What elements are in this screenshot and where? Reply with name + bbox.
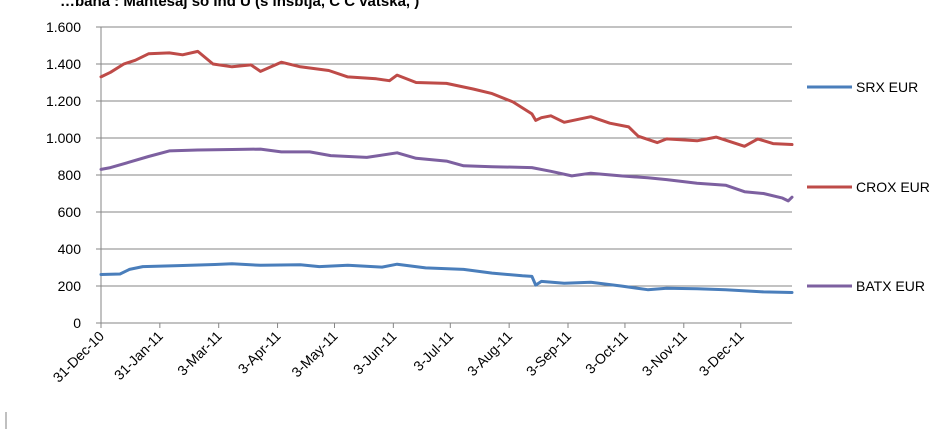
x-tick-label: 3-May-11	[288, 328, 341, 381]
x-tick-label: 3-Jun-11	[350, 328, 400, 378]
x-tick-label: 3-Sep-11	[523, 328, 574, 379]
y-tick-labels: 0 200 400 600 800 1.000 1.200 1.400 1.600	[46, 19, 81, 331]
grid	[96, 26, 792, 328]
legend: SRX EUR CROX EUR BATX EUR	[807, 79, 930, 294]
y-tick-label: 1.000	[46, 130, 81, 146]
x-tick-label: 3-Nov-11	[639, 328, 690, 379]
chart-title-fragment: …bana : Mantesaj so Ind U (s insbtja, C …	[60, 0, 419, 10]
series-lines	[99, 49, 794, 294]
x-tick-label: 3-Oct-11	[582, 328, 631, 377]
series-line-crox-eur	[99, 49, 794, 148]
y-tick-label: 800	[58, 167, 82, 183]
x-tick-label: 3-Apr-11	[235, 328, 284, 377]
legend-label: SRX EUR	[856, 79, 918, 95]
series-line-batx-eur	[99, 147, 794, 203]
y-tick-label: 1.400	[46, 56, 81, 72]
y-tick-label: 200	[58, 278, 82, 294]
legend-label: BATX EUR	[856, 278, 925, 294]
y-tick-label: 0	[73, 315, 81, 331]
y-tick-label: 1.600	[46, 19, 81, 35]
x-tick-label: 3-Jul-11	[410, 328, 456, 374]
x-tick-label: 3-Mar-11	[174, 328, 225, 379]
y-tick-label: 1.200	[46, 93, 81, 109]
x-tick-labels: 31-Dec-10 31-Jan-11 3-Mar-11 3-Apr-11 3-May-…	[50, 328, 747, 386]
x-tick-label: 31-Jan-11	[111, 328, 166, 383]
x-tick-label: 3-Dec-11	[696, 328, 747, 379]
x-tick-label: 3-Aug-11	[464, 328, 515, 379]
legend-label: CROX EUR	[856, 179, 930, 195]
series-line-srx-eur	[99, 262, 794, 294]
y-tick-label: 400	[58, 241, 82, 257]
x-tick-label: 31-Dec-10	[50, 328, 108, 386]
y-tick-label: 600	[58, 204, 82, 220]
